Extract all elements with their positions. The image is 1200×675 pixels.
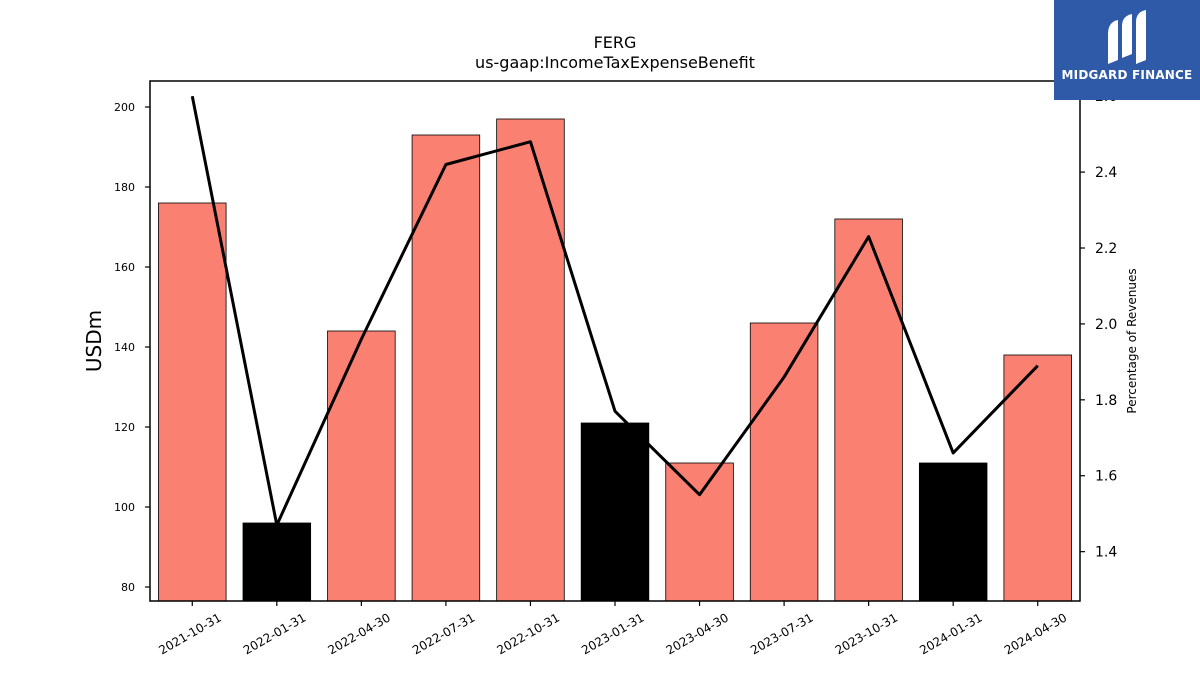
- y-axis-label-left: USDm: [82, 310, 106, 372]
- bar-2021-10-31: [158, 202, 227, 602]
- bar-2024-04-30: [1003, 354, 1072, 602]
- right-tick-label: 1.6: [1095, 469, 1117, 485]
- left-axis: 80 100 120 140 160 180 200: [114, 101, 150, 594]
- x-tick-label: 2022-07-31: [410, 610, 477, 657]
- x-tick-label: 2023-10-31: [833, 610, 900, 657]
- x-tick-label: 2024-04-30: [1002, 610, 1069, 657]
- right-tick-label: 2.4: [1095, 165, 1117, 181]
- x-tick-label: 2022-10-31: [495, 610, 562, 657]
- x-tick-label: 2022-01-31: [241, 610, 308, 657]
- x-axis: 2021-10-31 2022-01-31 2022-04-30 2022-07-31…: [156, 601, 1069, 657]
- chart-subtitle: us-gaap:IncomeTaxExpenseBenefit: [475, 53, 755, 72]
- x-tick-label: 2023-07-31: [748, 610, 815, 657]
- y-axis-label-right: Percentage of Revenues: [1125, 268, 1139, 413]
- bar-2023-10-31: [834, 218, 903, 602]
- left-tick-label: 180: [114, 181, 135, 194]
- left-tick-label: 120: [114, 421, 135, 434]
- bar-2024-01-31: [918, 462, 988, 602]
- bar-2023-01-31: [580, 422, 650, 602]
- bar-2022-04-30: [327, 330, 396, 602]
- brand-logo: MIDGARD FINANCE: [1054, 0, 1200, 100]
- left-tick-label: 80: [121, 581, 135, 594]
- right-tick-label: 1.8: [1095, 393, 1117, 409]
- right-tick-label: 2.2: [1095, 241, 1117, 257]
- bar-2022-07-31: [411, 134, 481, 602]
- bar-2023-07-31: [749, 322, 819, 602]
- x-tick-label: 2023-04-30: [664, 610, 731, 657]
- logo-text: MIDGARD FINANCE: [1061, 68, 1193, 82]
- line-group: [190, 95, 1039, 527]
- percentage-line: [190, 95, 1039, 527]
- bar-2023-04-30: [665, 462, 734, 602]
- x-tick-label: 2024-01-31: [917, 610, 984, 657]
- x-tick-label: 2021-10-31: [156, 610, 223, 657]
- right-axis: 1.41.61.82.02.22.42.6: [1080, 89, 1117, 561]
- left-tick-label: 100: [114, 501, 135, 514]
- right-tick-label: 2.0: [1095, 317, 1117, 333]
- x-tick-label: 2022-04-30: [325, 610, 392, 657]
- left-tick-label: 200: [114, 101, 135, 114]
- bars-group: [158, 118, 1072, 602]
- left-tick-label: 140: [114, 341, 135, 354]
- right-tick-label: 1.4: [1095, 545, 1117, 561]
- left-tick-label: 160: [114, 261, 135, 274]
- logo-mark-icon: [1108, 10, 1146, 64]
- bar-2022-01-31: [242, 522, 312, 602]
- x-tick-label: 2023-01-31: [579, 610, 646, 657]
- bar-2022-10-31: [496, 118, 565, 602]
- chart-title: FERG: [594, 33, 637, 52]
